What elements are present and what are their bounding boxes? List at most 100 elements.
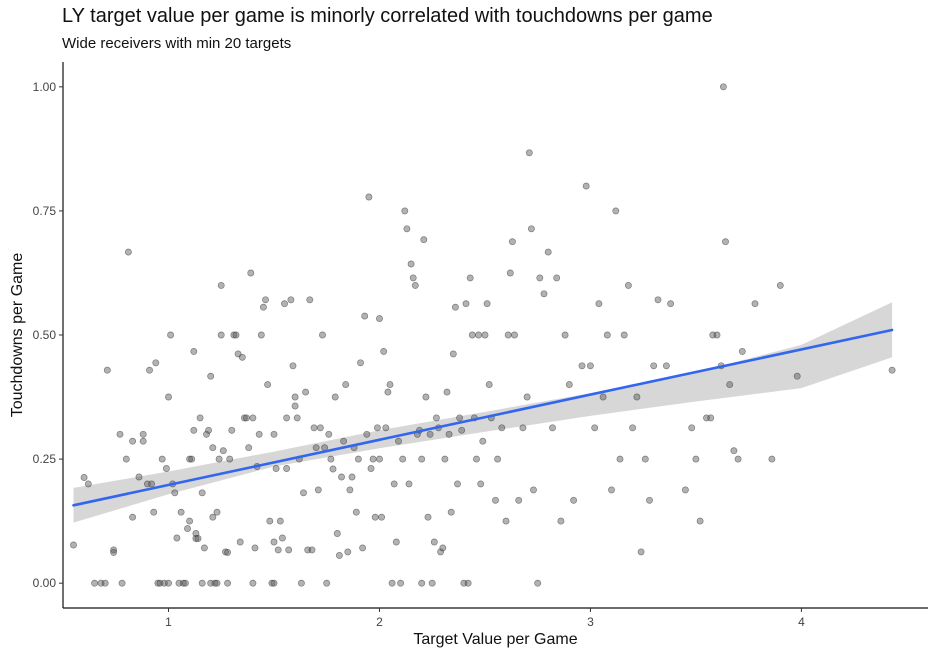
data-point xyxy=(293,414,301,422)
data-point xyxy=(726,381,734,389)
data-point xyxy=(331,393,339,401)
data-point xyxy=(101,579,109,587)
data-point xyxy=(441,455,449,463)
data-point xyxy=(171,489,179,497)
data-point xyxy=(477,480,485,488)
data-point xyxy=(312,444,320,452)
data-point xyxy=(378,513,386,521)
data-point xyxy=(422,393,430,401)
data-point xyxy=(553,274,561,282)
data-point xyxy=(776,281,784,289)
data-point xyxy=(565,381,573,389)
data-point xyxy=(367,465,375,472)
data-point xyxy=(637,548,645,556)
points-layer xyxy=(70,83,896,587)
y-tick-label: 0.25 xyxy=(33,452,57,466)
data-point xyxy=(257,331,265,339)
data-point xyxy=(570,496,578,504)
data-point xyxy=(255,430,263,438)
data-point xyxy=(447,508,455,516)
data-point xyxy=(297,579,305,587)
data-point xyxy=(485,381,493,389)
data-point xyxy=(380,347,388,355)
data-point xyxy=(135,473,143,481)
data-point xyxy=(525,149,533,157)
data-point xyxy=(428,579,436,587)
data-point xyxy=(582,182,590,190)
data-point xyxy=(215,455,223,463)
data-point xyxy=(382,424,390,432)
data-point xyxy=(418,455,426,463)
data-point xyxy=(667,300,675,308)
data-point xyxy=(91,579,99,587)
data-point xyxy=(629,424,637,432)
data-point xyxy=(217,281,225,289)
data-point xyxy=(458,426,466,434)
data-point xyxy=(118,579,126,587)
data-point xyxy=(146,366,153,374)
data-point xyxy=(624,281,632,289)
data-point xyxy=(249,414,257,422)
data-point xyxy=(475,331,483,339)
data-point xyxy=(110,546,118,554)
data-point xyxy=(411,281,419,289)
data-point xyxy=(249,579,257,587)
data-point xyxy=(319,331,326,339)
data-point xyxy=(276,517,284,525)
data-point xyxy=(236,538,244,546)
data-point xyxy=(420,236,428,244)
data-point xyxy=(530,486,537,494)
data-point xyxy=(340,437,348,445)
data-point xyxy=(586,362,594,370)
data-point xyxy=(473,455,480,463)
data-point xyxy=(346,486,354,494)
data-point xyxy=(251,544,259,552)
data-point xyxy=(272,465,280,472)
data-point xyxy=(184,525,191,533)
data-point xyxy=(188,455,196,463)
data-point xyxy=(200,544,208,552)
data-point xyxy=(407,260,415,268)
data-point xyxy=(730,447,738,455)
data-point xyxy=(793,372,801,380)
data-point xyxy=(437,548,445,556)
data-point xyxy=(259,303,267,311)
data-point xyxy=(316,424,324,432)
x-tick-label: 1 xyxy=(165,615,172,629)
data-point xyxy=(186,455,194,463)
data-point xyxy=(238,353,246,361)
data-point xyxy=(557,517,565,525)
data-point xyxy=(211,579,219,587)
data-point xyxy=(190,347,198,355)
data-point xyxy=(527,225,535,233)
data-point xyxy=(150,508,158,516)
data-point xyxy=(506,269,514,277)
data-point xyxy=(388,579,396,587)
data-point xyxy=(80,474,88,481)
data-point xyxy=(122,455,130,463)
data-point xyxy=(228,426,236,434)
data-point xyxy=(688,424,696,432)
data-point xyxy=(494,455,502,463)
data-point xyxy=(209,444,217,452)
data-point xyxy=(186,517,194,525)
data-point xyxy=(219,447,227,455)
data-point xyxy=(243,414,250,422)
data-point xyxy=(523,393,531,401)
data-point xyxy=(707,414,715,422)
data-point xyxy=(445,430,453,438)
data-point xyxy=(681,486,689,494)
data-point xyxy=(646,496,653,504)
data-point xyxy=(359,544,367,552)
data-point xyxy=(283,414,291,422)
data-point xyxy=(335,551,343,559)
data-point xyxy=(264,381,272,389)
data-point xyxy=(620,331,628,339)
data-point xyxy=(327,455,335,463)
data-point xyxy=(344,548,352,556)
data-point xyxy=(456,414,464,422)
data-point xyxy=(504,331,512,339)
data-point xyxy=(397,579,405,587)
data-point xyxy=(224,548,232,556)
x-axis-title: Target Value per Game xyxy=(413,631,577,648)
